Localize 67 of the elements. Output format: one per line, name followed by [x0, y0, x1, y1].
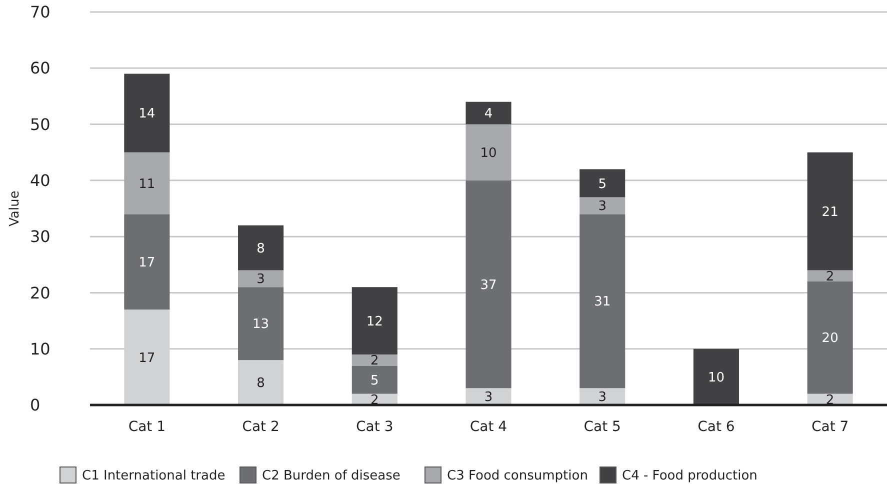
bar — [807, 281, 853, 394]
data-label: 10 — [480, 146, 497, 161]
y-tick-label: 70 — [30, 2, 50, 22]
x-tick-label: Cat 5 — [584, 419, 621, 435]
bar — [580, 197, 626, 214]
y-tick-label: 20 — [30, 283, 50, 302]
bar — [580, 169, 626, 198]
data-label: 8 — [256, 376, 265, 392]
bar — [238, 225, 284, 270]
bar — [238, 270, 284, 288]
data-label: 5 — [370, 373, 379, 388]
x-tick-label: Cat 6 — [698, 419, 735, 435]
bar — [124, 74, 170, 152]
bar — [807, 152, 853, 270]
bar — [124, 214, 170, 310]
data-label: 11 — [138, 176, 156, 192]
legend-label: C4 - Food production — [622, 468, 758, 484]
bar — [580, 214, 626, 388]
y-tick-label: 0 — [30, 396, 40, 415]
x-tick-label: Cat 1 — [128, 419, 166, 435]
data-label: 8 — [256, 241, 265, 256]
data-label: 3 — [256, 272, 265, 288]
bar — [466, 102, 512, 124]
bar — [352, 287, 398, 354]
data-label: 10 — [708, 370, 724, 386]
legend-label: C1 International trade — [82, 468, 226, 484]
data-label: 3 — [484, 390, 493, 406]
data-label: 3 — [598, 390, 606, 406]
bar — [693, 348, 739, 405]
bar — [352, 354, 398, 366]
y-tick-label: 60 — [30, 58, 50, 78]
data-label: 31 — [594, 294, 611, 310]
data-label: 14 — [138, 106, 156, 122]
bar — [466, 388, 512, 405]
data-label: 17 — [138, 350, 156, 366]
bar — [238, 360, 284, 405]
data-label: 17 — [138, 255, 156, 270]
x-tick-label: Cat 7 — [811, 419, 849, 435]
data-label: 5 — [598, 176, 606, 192]
y-axis-title: Value — [8, 190, 23, 226]
data-label: 21 — [822, 204, 838, 220]
data-label: 12 — [366, 314, 383, 330]
y-tick-label: 40 — [30, 171, 50, 190]
y-tick-label: 10 — [30, 339, 50, 358]
bar — [580, 388, 626, 405]
data-label: 13 — [252, 317, 270, 332]
y-tick-label: 30 — [30, 227, 50, 246]
data-label: 2 — [826, 269, 834, 284]
data-label: 2 — [370, 354, 379, 369]
bar — [238, 287, 284, 360]
x-tick-label: Cat 3 — [356, 419, 394, 435]
data-label: 37 — [480, 278, 497, 293]
data-label: 4 — [484, 106, 493, 122]
data-label: 3 — [598, 199, 606, 214]
bar — [352, 366, 398, 394]
bar — [807, 270, 853, 282]
x-tick-label: Cat 4 — [470, 419, 508, 435]
bar — [124, 152, 170, 214]
data-label: 2 — [826, 392, 834, 408]
bar — [466, 124, 512, 180]
bar — [466, 180, 512, 388]
legend-label: C3 Food consumption — [447, 468, 588, 484]
y-tick-label: 50 — [30, 114, 50, 134]
data-label: 2 — [370, 392, 379, 408]
x-tick-label: Cat 2 — [242, 419, 280, 435]
data-label: 20 — [822, 331, 838, 346]
legend-label: C2 Burden of disease — [262, 468, 400, 484]
